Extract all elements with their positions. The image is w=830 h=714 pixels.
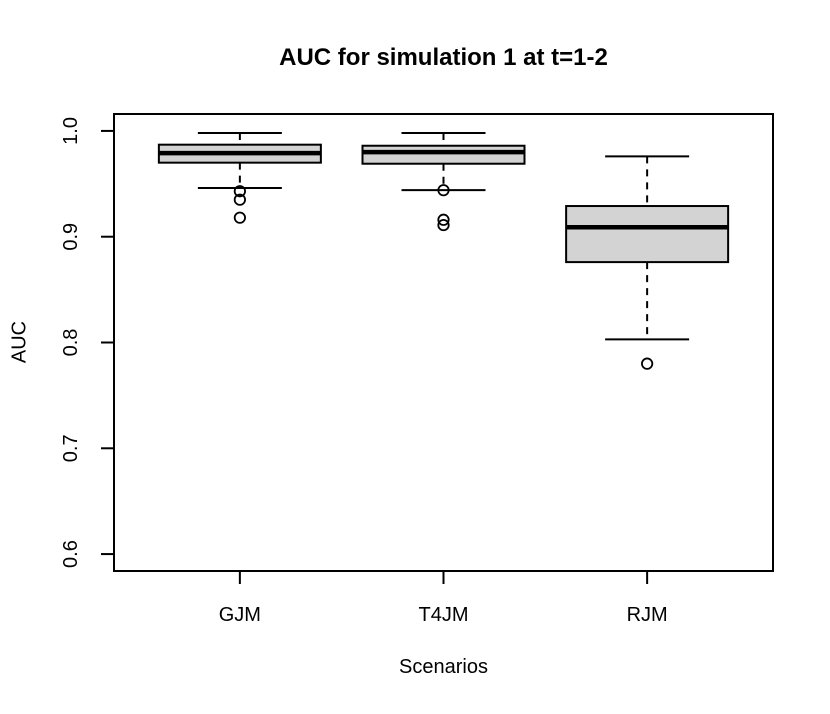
iqr-box <box>361 144 526 165</box>
x-tick-label-t4jm: T4JM <box>419 604 469 626</box>
chart-title: AUC for simulation 1 at t=1-2 <box>279 44 608 71</box>
y-tick-label: 1.0 <box>60 117 82 145</box>
y-axis-label: AUC <box>8 320 31 364</box>
outlier-point <box>233 185 246 198</box>
boxplot-rjm <box>565 155 730 370</box>
outlier-point <box>437 184 450 197</box>
y-tick-label: 0.7 <box>60 434 82 462</box>
x-tick-label-gjm: GJM <box>219 604 261 626</box>
x-tick-label-rjm: RJM <box>627 604 668 626</box>
y-tick-label: 0.9 <box>60 223 82 251</box>
x-axis-label: Scenarios <box>399 656 488 678</box>
outlier-point <box>233 211 246 224</box>
boxplot-t4jm <box>361 132 526 232</box>
y-tick-label: 0.8 <box>60 329 82 357</box>
y-tick-label: 0.6 <box>60 540 82 568</box>
outlier-point <box>437 213 450 226</box>
outlier-point <box>233 193 246 206</box>
outlier-point <box>437 218 450 232</box>
iqr-box <box>565 205 730 264</box>
boxplot-gjm <box>157 132 322 224</box>
outlier-point <box>641 357 654 370</box>
